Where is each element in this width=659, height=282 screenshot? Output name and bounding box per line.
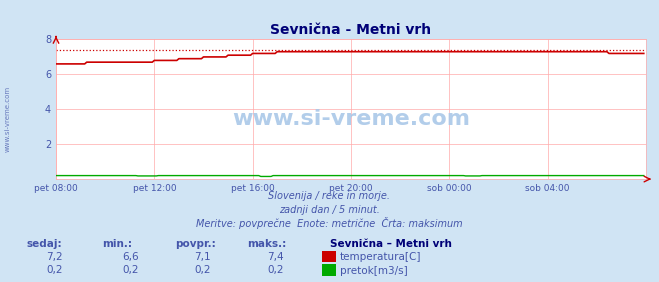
- Text: maks.:: maks.:: [247, 239, 287, 249]
- Text: povpr.:: povpr.:: [175, 239, 215, 249]
- Text: 7,2: 7,2: [46, 252, 63, 262]
- Text: 6,6: 6,6: [122, 252, 138, 262]
- Text: min.:: min.:: [102, 239, 132, 249]
- Text: Sevnična – Metni vrh: Sevnična – Metni vrh: [330, 239, 451, 249]
- Text: Meritve: povprečne  Enote: metrične  Črta: maksimum: Meritve: povprečne Enote: metrične Črta:…: [196, 217, 463, 229]
- Text: temperatura[C]: temperatura[C]: [340, 252, 422, 263]
- Text: 0,2: 0,2: [122, 265, 138, 275]
- Text: 7,1: 7,1: [194, 252, 211, 262]
- Text: 0,2: 0,2: [46, 265, 63, 275]
- Text: www.si-vreme.com: www.si-vreme.com: [232, 109, 470, 129]
- Text: 0,2: 0,2: [267, 265, 283, 275]
- Text: pretok[m3/s]: pretok[m3/s]: [340, 266, 408, 276]
- Text: Slovenija / reke in morje.: Slovenija / reke in morje.: [268, 191, 391, 201]
- Text: zadnji dan / 5 minut.: zadnji dan / 5 minut.: [279, 205, 380, 215]
- Text: www.si-vreme.com: www.si-vreme.com: [4, 85, 11, 151]
- Text: sedaj:: sedaj:: [26, 239, 62, 249]
- Text: 0,2: 0,2: [194, 265, 211, 275]
- Text: 7,4: 7,4: [267, 252, 283, 262]
- Title: Sevnična - Metni vrh: Sevnična - Metni vrh: [270, 23, 432, 37]
